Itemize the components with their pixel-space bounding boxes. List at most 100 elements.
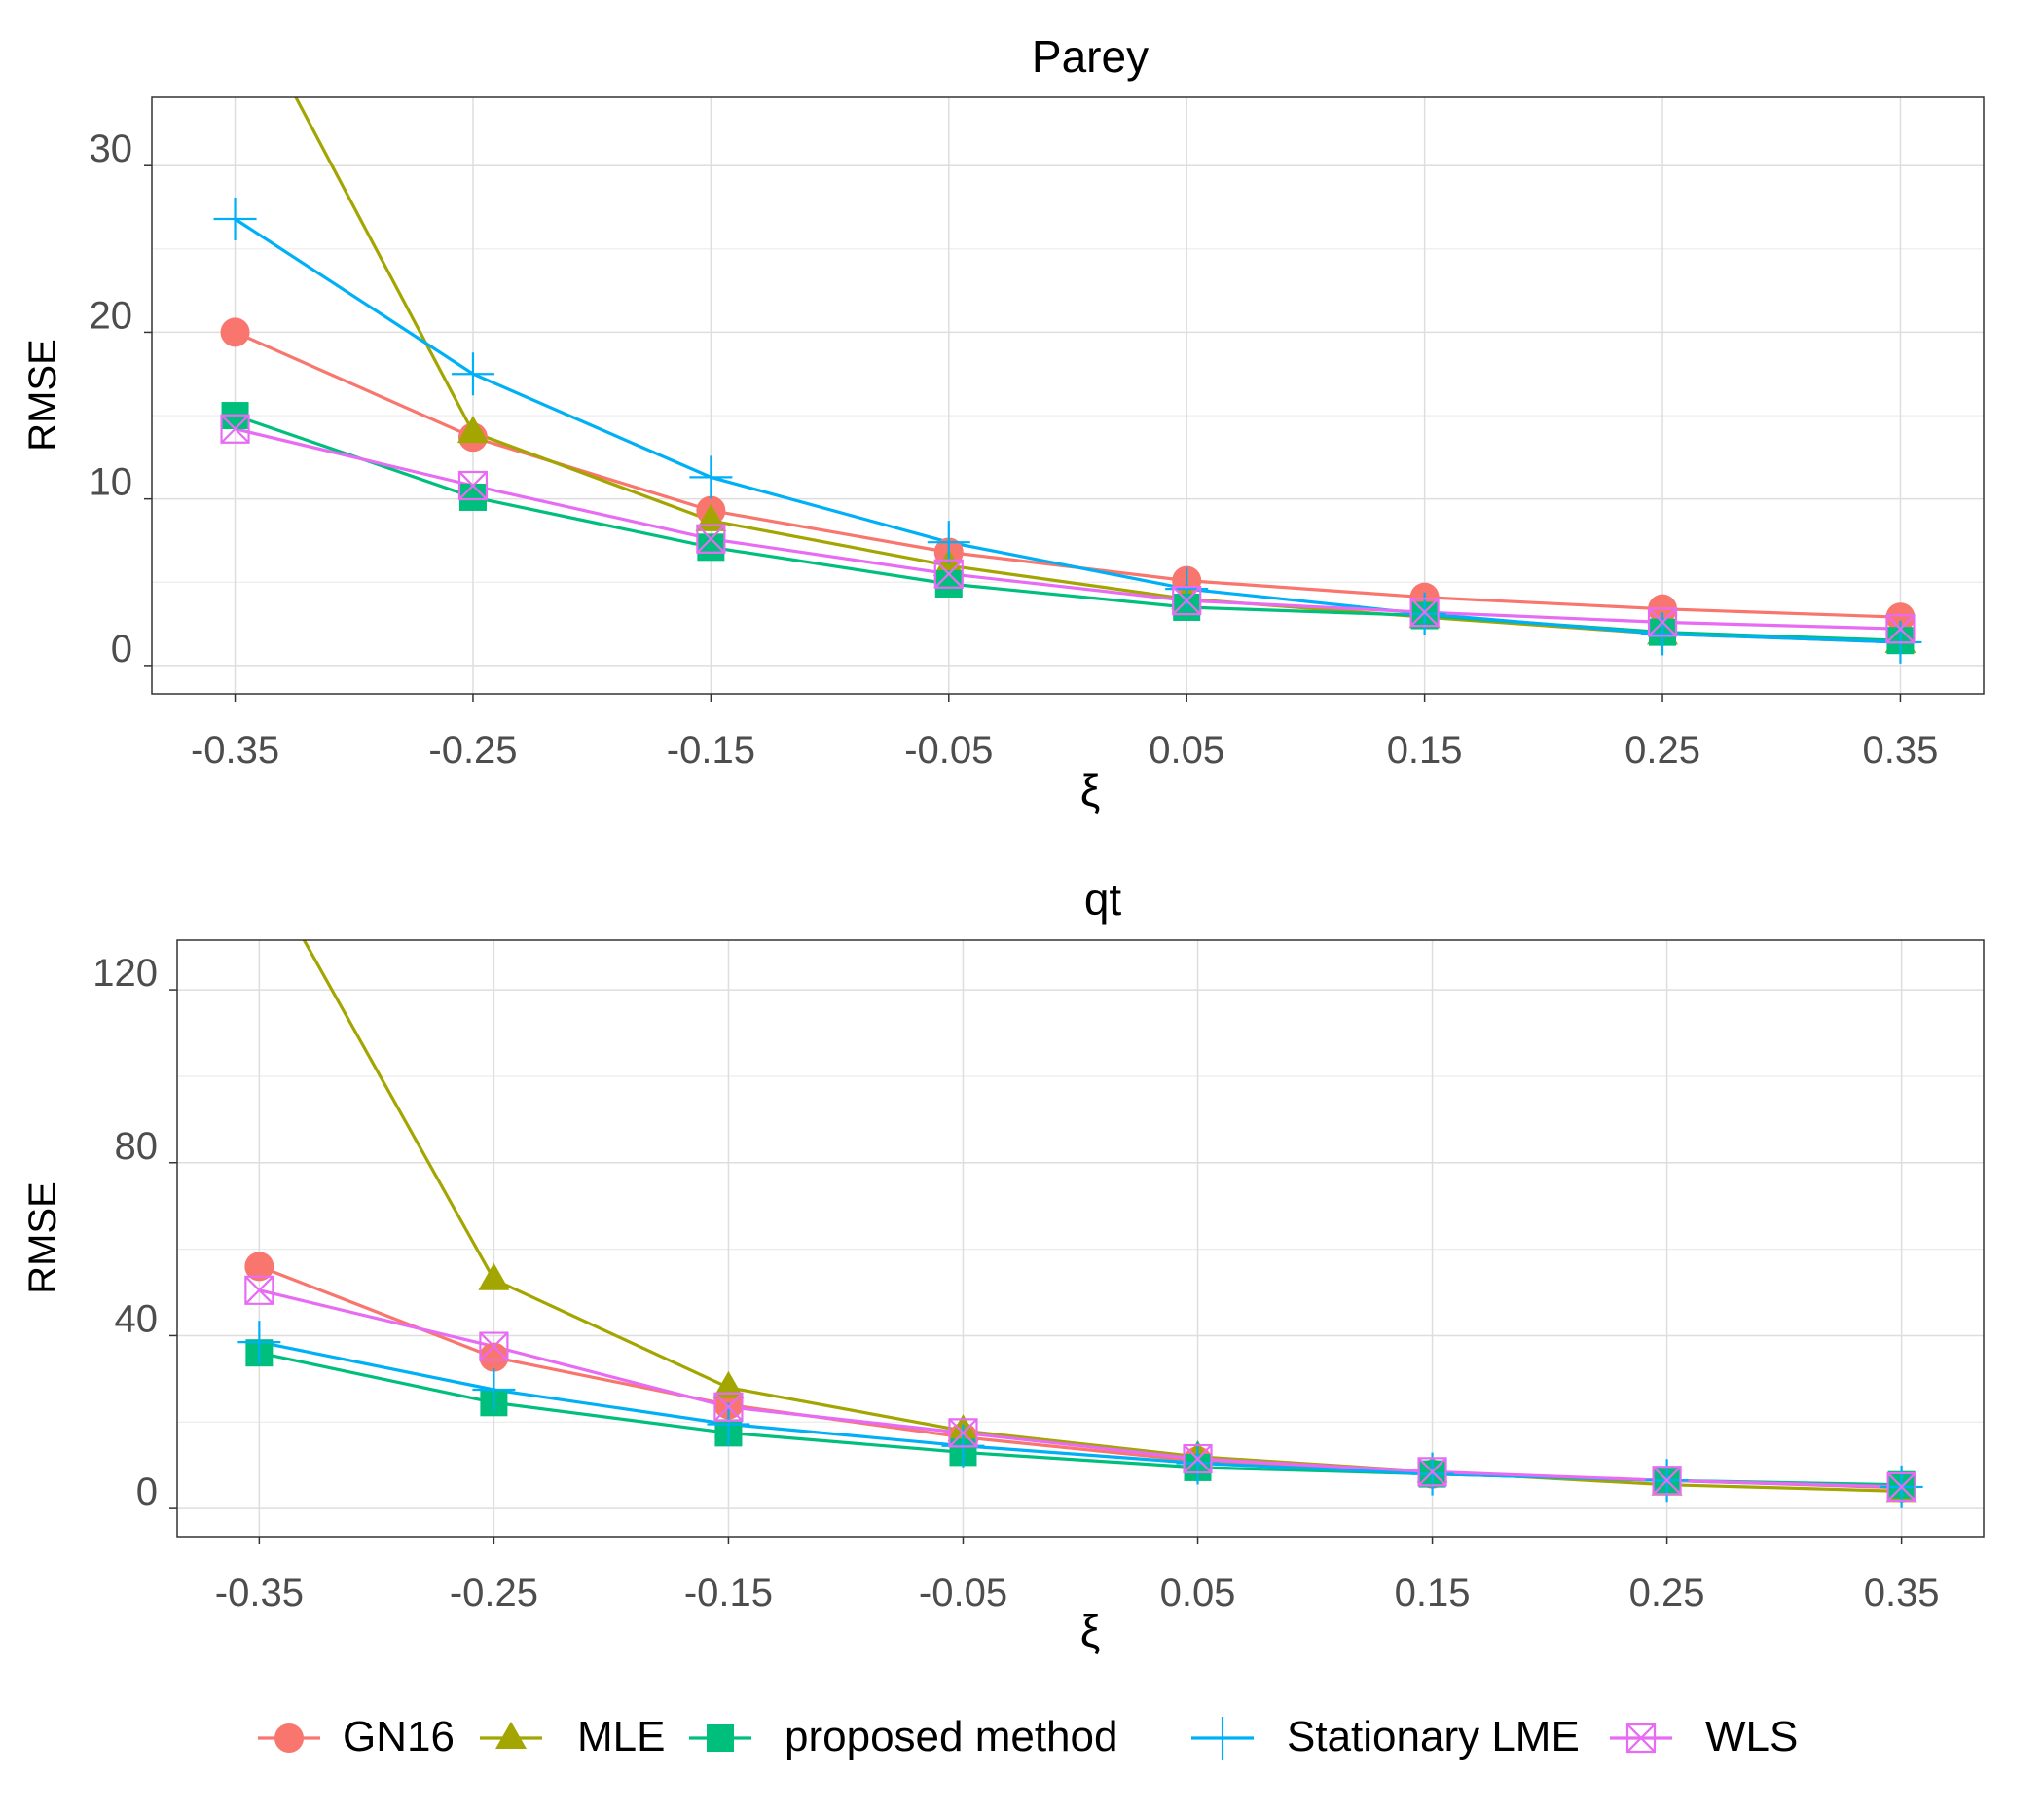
series-line-qt-proposed-method (259, 1351, 1902, 1487)
legend-label-proposed-method: proposed method (785, 1713, 1117, 1760)
legend: GN16 MLE proposed method Stationary LME … (258, 1713, 1798, 1760)
series-lines-parey (234, 97, 1901, 644)
y-tick-label-qt-0: 0 (136, 1470, 158, 1513)
marker-qt-stationary-lme-0 (237, 1321, 281, 1364)
legend-label-gn16: GN16 (343, 1713, 455, 1760)
series-line-qt-wls (259, 1288, 1902, 1489)
marker-parey-wls-6 (1647, 607, 1678, 637)
marker-parey-wls-4 (1172, 586, 1202, 616)
gridlines-parey (152, 97, 1984, 694)
x-axis-parey: -0.35 -0.25 -0.15 -0.05 0.05 0.15 0.25 0.35 (191, 694, 1938, 772)
marker-qt-wls-0 (244, 1275, 274, 1305)
marker-parey-mle-1 (456, 416, 489, 444)
x-tick-label-parey-3: -0.05 (904, 729, 993, 772)
y-tick-label-parey-0: 0 (111, 628, 132, 671)
legend-key-stationary-lme (1191, 1717, 1254, 1760)
x-tick-label-parey-6: 0.25 (1624, 729, 1700, 772)
x-axis-qt: -0.35 -0.25 -0.15 -0.05 0.05 0.15 0.25 0.35 (215, 1537, 1940, 1614)
y-axis-parey: 0 10 20 30 (90, 127, 152, 671)
x-tick-label-parey-1: -0.25 (428, 729, 517, 772)
legend-key-wls (1610, 1723, 1672, 1754)
legend-label-stationary-lme: Stationary LME (1287, 1713, 1580, 1760)
legend-label-wls: WLS (1705, 1713, 1798, 1760)
marker-parey-gn16-0 (220, 317, 250, 347)
legend-item-gn16[interactable]: GN16 (258, 1713, 455, 1760)
marker-qt-stationary-lme-1 (472, 1367, 516, 1411)
y-axis-qt: 0 40 80 120 (92, 952, 177, 1513)
x-axis-label-qt: ξ (1080, 1606, 1101, 1656)
x-tick-label-qt-7: 0.35 (1864, 1572, 1940, 1614)
legend-label-mle: MLE (577, 1713, 665, 1760)
marker-parey-wls-7 (1885, 614, 1916, 644)
x-tick-label-qt-2: -0.15 (684, 1572, 773, 1614)
marker-qt-wls-1 (479, 1331, 509, 1361)
legend-key-proposed-method (689, 1724, 751, 1752)
marker-qt-wls-7 (1886, 1471, 1916, 1503)
series-line-parey-stationary-lme (234, 217, 1901, 644)
legend-marker-proposed-method (707, 1724, 734, 1752)
y-tick-label-parey-3: 30 (90, 127, 133, 170)
marker-parey-wls-3 (933, 559, 964, 589)
x-tick-label-qt-1: -0.25 (450, 1572, 538, 1614)
marker-parey-stationary-lme-1 (451, 352, 494, 396)
x-tick-label-parey-2: -0.15 (667, 729, 755, 772)
x-tick-label-parey-5: 0.15 (1387, 729, 1463, 772)
marker-qt-wls-4 (1183, 1443, 1213, 1474)
legend-item-mle[interactable]: MLE (480, 1713, 665, 1760)
panel-border-qt (176, 939, 1985, 1538)
y-axis-label-qt: RMSE (21, 1181, 64, 1294)
marker-parey-stationary-lme-3 (927, 521, 970, 564)
y-axis-label-parey: RMSE (21, 339, 64, 452)
y-tick-label-qt-3: 120 (92, 952, 158, 995)
y-tick-label-qt-1: 40 (115, 1297, 159, 1340)
series-line-parey-wls (235, 427, 1901, 631)
legend-item-proposed-method[interactable]: proposed method (689, 1713, 1117, 1760)
marker-parey-proposed-method-1 (458, 483, 487, 511)
y-tick-label-qt-2: 80 (115, 1125, 159, 1168)
y-tick-label-parey-1: 10 (90, 461, 133, 504)
legend-key-mle (480, 1722, 542, 1749)
marker-qt-gn16-0 (244, 1252, 274, 1282)
marker-qt-stationary-lme-2 (707, 1402, 750, 1446)
marker-qt-wls-3 (948, 1418, 978, 1448)
x-tick-label-parey-0: -0.35 (191, 729, 279, 772)
x-tick-label-qt-0: -0.35 (215, 1572, 304, 1614)
marker-qt-mle-2 (712, 1370, 745, 1398)
series-markers-parey (213, 197, 1922, 664)
panel-title-qt: qt (1084, 874, 1122, 925)
marker-parey-stationary-lme-4 (1165, 567, 1209, 611)
marker-parey-wls-5 (1409, 597, 1440, 628)
marker-qt-mle-0 (243, 844, 274, 871)
x-tick-label-parey-7: 0.35 (1863, 729, 1939, 772)
marker-qt-stationary-lme-4 (1176, 1441, 1220, 1485)
marker-parey-wls-0 (220, 414, 250, 444)
panel-parey: Parey 0 10 20 30 -0.35 -0.25 -0.15 -0.05 0.05 0.… (21, 31, 1985, 816)
x-tick-label-qt-6: 0.25 (1629, 1572, 1705, 1614)
series-line-parey-mle (294, 97, 1901, 644)
marker-qt-wls-5 (1417, 1457, 1447, 1487)
series-line-qt-mle (302, 940, 1902, 1493)
marker-parey-stationary-lme-0 (213, 197, 257, 240)
x-tick-label-qt-4: 0.05 (1160, 1572, 1236, 1614)
panel-border-parey (151, 96, 1985, 695)
panel-qt: qt 0 40 80 120 -0.35 -0.25 -0.15 -0.05 0.05 0.15… (21, 844, 1985, 1656)
legend-marker-wls (1625, 1723, 1657, 1754)
marker-qt-mle-1 (478, 1262, 510, 1290)
marker-qt-wls-2 (713, 1392, 744, 1422)
x-tick-label-qt-3: -0.05 (919, 1572, 1007, 1614)
panel-title-parey: Parey (1032, 31, 1149, 82)
x-axis-label-parey: ξ (1080, 765, 1101, 816)
legend-item-stationary-lme[interactable]: Stationary LME (1191, 1713, 1580, 1760)
gridlines-qt (177, 940, 1984, 1537)
legend-marker-stationary-lme (1201, 1717, 1244, 1760)
marker-qt-gn16-1 (479, 1342, 509, 1372)
legend-marker-mle (495, 1722, 527, 1749)
legend-item-wls[interactable]: WLS (1610, 1713, 1798, 1760)
x-tick-label-parey-4: 0.05 (1149, 729, 1224, 772)
marker-qt-wls-6 (1652, 1466, 1682, 1496)
y-tick-label-parey-2: 20 (90, 294, 133, 337)
legend-marker-gn16 (274, 1723, 304, 1753)
x-tick-label-qt-5: 0.15 (1395, 1572, 1471, 1614)
legend-key-gn16 (258, 1723, 320, 1753)
